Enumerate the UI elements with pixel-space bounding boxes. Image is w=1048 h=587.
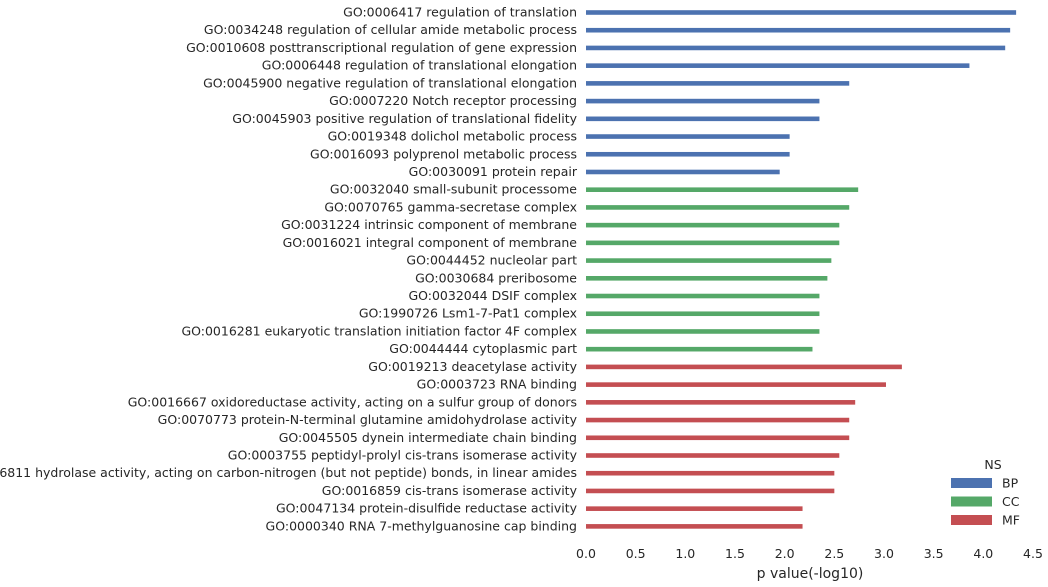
- legend-swatch: [951, 496, 992, 507]
- bar: [586, 329, 820, 334]
- category-label: GO:0045900 negative regulation of transl…: [203, 75, 577, 90]
- category-label: GO:0034248 regulation of cellular amide …: [204, 22, 577, 37]
- bar: [586, 435, 850, 441]
- bar: [586, 222, 840, 228]
- bar: [586, 311, 820, 317]
- bar: [586, 488, 835, 494]
- category-label: GO:0047134 protein-disulfide reductase a…: [276, 501, 578, 516]
- bar: [586, 453, 840, 458]
- category-label: GO:0030684 preribosome: [415, 270, 577, 285]
- category-label: GO:0032040 small-subunit processome: [330, 182, 577, 197]
- bar: [586, 240, 840, 246]
- bar: [586, 400, 856, 405]
- bar: [586, 187, 859, 192]
- category-label: GO:0016021 integral component of membran…: [283, 235, 578, 250]
- category-label: GO:0019213 deacetylase activity: [368, 359, 577, 374]
- category-label: GO:0070773 protein-N-terminal glutamine …: [158, 412, 578, 427]
- bar: [586, 382, 886, 387]
- bar: [586, 417, 850, 423]
- category-label: GO:0006448 regulation of translational e…: [262, 58, 577, 73]
- category-label: GO:0006417 regulation of translation: [343, 5, 577, 20]
- bar: [586, 470, 835, 476]
- bar: [586, 151, 790, 157]
- category-label: GO:0032044 DSIF complex: [408, 288, 577, 303]
- category-label: GO:1990726 Lsm1-7-Pat1 complex: [359, 306, 577, 321]
- bar: [586, 276, 828, 281]
- bar: [586, 346, 813, 352]
- bar: [586, 27, 1011, 33]
- bars-layer: [586, 10, 1017, 529]
- x-tick-label: 3.5: [924, 546, 944, 561]
- legend-swatch: [951, 515, 992, 525]
- x-tick-label: 1.0: [675, 546, 695, 561]
- category-label: GO:0045505 dynein intermediate chain bin…: [279, 430, 577, 445]
- category-label: GO:0045903 positive regulation of transl…: [232, 111, 577, 126]
- category-label: GO:0016093 polyprenol metabolic process: [310, 146, 577, 161]
- bar: [586, 10, 1017, 15]
- category-label: GO:0010608 posttranscriptional regulatio…: [186, 40, 577, 55]
- x-tick-label: 4.5: [1023, 546, 1043, 561]
- x-tick-label: 3.0: [874, 546, 894, 561]
- category-label: GO:0044452 nucleolar part: [406, 253, 577, 268]
- bar: [586, 63, 970, 68]
- bar: [586, 258, 832, 263]
- category-label: GO:0016667 oxidoreductase activity, acti…: [128, 394, 577, 409]
- bar: [586, 293, 820, 299]
- category-labels: GO:0006417 regulation of translation GO:0…: [0, 5, 578, 534]
- category-label: GO:0031224 intrinsic component of membra…: [281, 217, 577, 232]
- x-axis: 0.0 0.5 1.0 1.5 2.0 2.5 3.0 3.5 4.0 4.5: [576, 546, 1043, 561]
- bar: [586, 506, 803, 511]
- legend-label: MF: [1002, 513, 1020, 528]
- x-tick-label: 0.0: [576, 546, 596, 561]
- bar: [586, 45, 1006, 51]
- legend-label: BP: [1002, 476, 1019, 491]
- legend-label: CC: [1002, 494, 1020, 509]
- category-label: GO:0016859 cis-trans isomerase activity: [322, 483, 578, 498]
- category-label: GO:0044444 cytoplasmic part: [389, 341, 577, 356]
- x-tick-label: 2.5: [824, 546, 844, 561]
- bar: [586, 169, 780, 175]
- x-axis-label: p value(-log10): [757, 566, 864, 582]
- category-label: GO:0016811 hydrolase activity, acting on…: [0, 465, 577, 480]
- category-label: GO:0003723 RNA binding: [417, 377, 577, 392]
- legend-swatch: [951, 478, 992, 488]
- bar: [586, 116, 820, 122]
- bar: [586, 205, 850, 210]
- legend-title: NS: [984, 457, 1001, 472]
- x-tick-label: 2.0: [775, 546, 795, 561]
- bar: [586, 98, 820, 104]
- bar: [586, 81, 850, 86]
- category-label: GO:0016281 eukaryotic translation initia…: [181, 323, 577, 338]
- category-label: GO:0030091 protein repair: [409, 164, 578, 179]
- bar: [586, 134, 790, 139]
- x-tick-label: 1.5: [725, 546, 745, 561]
- category-label: GO:0003755 peptidyl-prolyl cis-trans iso…: [228, 448, 578, 463]
- bar: [586, 364, 902, 370]
- bar: [586, 524, 803, 529]
- category-label: GO:0019348 dolichol metabolic process: [328, 129, 577, 144]
- category-label: GO:0007220 Notch receptor processing: [329, 93, 577, 108]
- category-label: GO:0070765 gamma-secretase complex: [324, 199, 577, 214]
- x-tick-label: 0.5: [626, 546, 646, 561]
- category-label: GO:0000340 RNA 7-methylguanosine cap bin…: [266, 518, 577, 533]
- x-tick-label: 4.0: [973, 546, 993, 561]
